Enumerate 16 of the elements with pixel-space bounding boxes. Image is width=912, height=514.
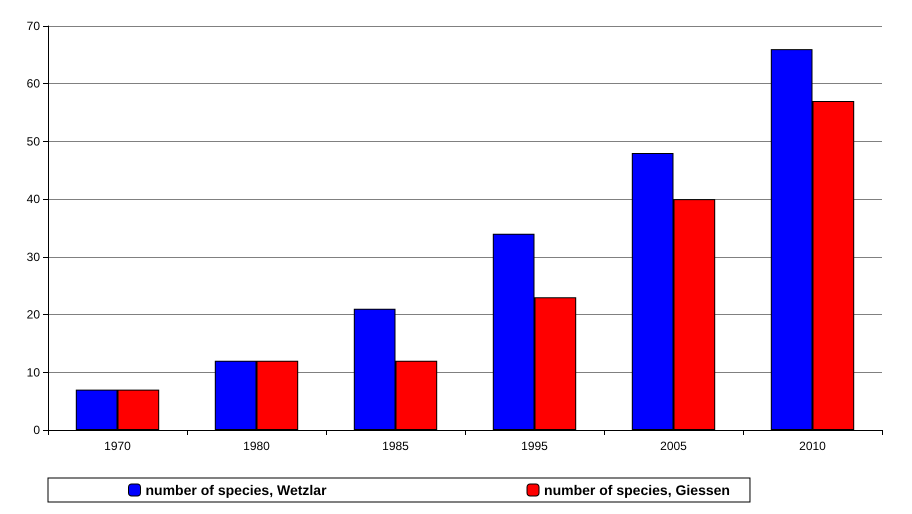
legend-label: number of species, Giessen (544, 482, 730, 498)
y-tick-label: 20 (26, 308, 40, 322)
y-tick-label: 0 (33, 423, 40, 437)
x-tick-label: 2005 (660, 439, 688, 453)
x-tick-label: 1970 (104, 439, 132, 453)
y-tick-label: 10 (26, 365, 40, 380)
x-tick-label: 1980 (243, 439, 270, 453)
x-tick-label: 2010 (799, 439, 826, 453)
x-tick-label: 1995 (521, 439, 548, 453)
y-tick-label: 40 (26, 192, 40, 206)
y-tick-label: 70 (26, 19, 40, 33)
y-tick-label: 50 (26, 134, 40, 148)
x-tick-label: 1985 (382, 439, 410, 453)
y-tick-label: 60 (26, 76, 40, 91)
y-tick-label: 30 (26, 250, 40, 264)
legend-label: number of species, Wetzlar (146, 482, 328, 498)
